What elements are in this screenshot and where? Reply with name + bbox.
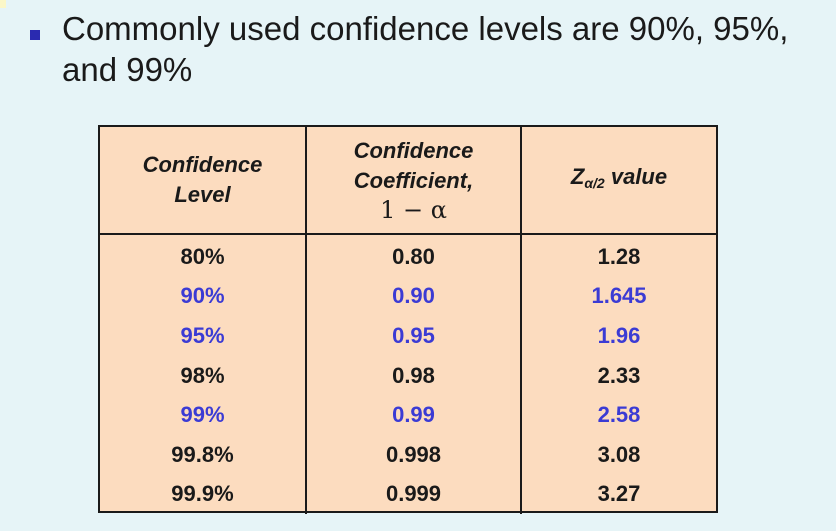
cell-level: 95% xyxy=(100,316,307,356)
cell-coefficient: 0.999 xyxy=(306,474,522,515)
cell-level: 99.9% xyxy=(100,474,307,515)
cell-z-value: 2.33 xyxy=(597,362,641,388)
cell-level: 80% xyxy=(100,234,307,277)
bullet-point: Commonly used confidence levels are 90%,… xyxy=(30,8,820,90)
table-row: 99% 0.99 2.58 xyxy=(100,395,716,435)
cell-coefficient: 0.95 xyxy=(306,316,522,356)
corner-mark xyxy=(0,0,6,8)
table-row: 98% 0.98 2.33 xyxy=(100,355,716,396)
cell-level: 98% xyxy=(100,355,307,396)
cell-z-value: 2.58 xyxy=(597,402,641,428)
header-coef-line2: Coefficient, xyxy=(353,168,474,193)
cell-coefficient: 0.80 xyxy=(306,234,522,277)
cell-z-value: 1.96 xyxy=(597,322,641,348)
cell-level: 99% xyxy=(100,395,307,435)
cell-z-value: 3.27 xyxy=(597,481,641,507)
cell-coefficient: 0.90 xyxy=(306,276,522,317)
cell-coefficient: 0.99 xyxy=(306,395,522,435)
cell-level: 99.8% xyxy=(100,434,307,475)
cell-coefficient: 0.998 xyxy=(306,434,522,475)
header-coef-formula: 1 − α xyxy=(380,196,447,224)
cell-level: 90% xyxy=(100,276,307,317)
cell-z-value: 1.645 xyxy=(591,283,647,309)
table-row: 95% 0.95 1.96 xyxy=(100,316,716,356)
header-coef-line1: Confidence xyxy=(353,138,474,163)
confidence-table-box: Confidence Level Confidence Coefficient,… xyxy=(98,125,718,515)
header-level-line1: Confidence xyxy=(142,152,263,177)
table-row: 90% 0.90 1.645 xyxy=(100,276,716,317)
table-header-row: Confidence Level Confidence Coefficient,… xyxy=(100,127,716,235)
table-row: 99.8% 0.998 3.08 xyxy=(100,434,716,475)
table-row: 99.9% 0.999 3.27 xyxy=(100,474,716,515)
table-row: 80% 0.80 1.28 xyxy=(100,234,716,277)
header-z-suffix: value xyxy=(604,164,668,189)
header-z-value: Zα/2 value xyxy=(521,127,716,235)
header-confidence-level: Confidence Level xyxy=(100,127,307,235)
cell-z-value: 1.28 xyxy=(597,243,641,269)
header-confidence-coefficient: Confidence Coefficient, 1 − α xyxy=(306,127,522,235)
cell-z-value: 3.08 xyxy=(597,441,641,467)
confidence-table: Confidence Level Confidence Coefficient,… xyxy=(100,127,716,515)
header-level-line2: Level xyxy=(174,182,231,207)
cell-coefficient: 0.98 xyxy=(306,355,522,396)
table-body: 80% 0.80 1.28 90% 0.90 1.645 95% 0.95 1.96 98% 0.9… xyxy=(100,234,716,515)
bullet-text: Commonly used confidence levels are 90%,… xyxy=(62,10,789,88)
bullet-square-icon xyxy=(30,30,40,40)
header-z-sub: α/2 xyxy=(584,175,605,191)
header-z-main: Z xyxy=(570,164,585,189)
